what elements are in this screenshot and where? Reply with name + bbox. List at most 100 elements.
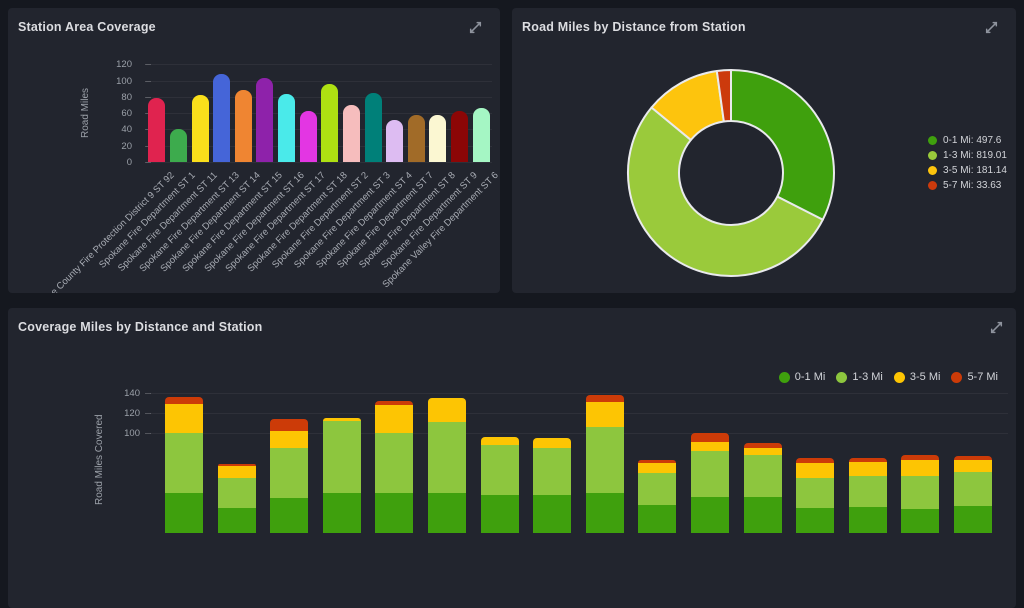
expand-icon[interactable]	[468, 20, 483, 35]
bar-segment[interactable]	[796, 508, 835, 533]
bar-segment[interactable]	[691, 497, 729, 533]
bar[interactable]	[429, 115, 447, 162]
bar[interactable]	[386, 120, 404, 162]
bar[interactable]	[213, 74, 231, 162]
bar-segment[interactable]	[848, 476, 887, 507]
bar-segment[interactable]	[480, 437, 519, 445]
bar-segment[interactable]	[743, 443, 782, 448]
bar-segment[interactable]	[217, 508, 256, 533]
bar-segment[interactable]	[270, 448, 309, 498]
bar-segment[interactable]	[217, 464, 256, 466]
bar-segment[interactable]	[638, 505, 677, 533]
bar-segment[interactable]	[796, 478, 835, 508]
bar-segment[interactable]	[901, 476, 940, 509]
bar-segment[interactable]	[585, 427, 624, 493]
bar-segment[interactable]	[691, 442, 729, 451]
legend-label: 1-3 Mi: 819.01	[943, 150, 1007, 161]
legend-item[interactable]: 3-5 Mi	[893, 371, 940, 383]
bar-segment[interactable]	[638, 460, 677, 463]
bar[interactable]	[148, 98, 166, 162]
bar[interactable]	[407, 115, 425, 162]
panel-title[interactable]: Road Miles by Distance from Station	[522, 20, 746, 34]
bar[interactable]	[321, 84, 339, 162]
bar[interactable]	[278, 94, 296, 162]
bar-segment[interactable]	[954, 506, 992, 533]
bar-segment[interactable]	[848, 458, 887, 462]
bar-segment[interactable]	[322, 421, 361, 493]
panel-title[interactable]: Station Area Coverage	[18, 20, 156, 34]
bar-segment[interactable]	[954, 472, 992, 506]
bar-segment[interactable]	[901, 509, 940, 533]
bar-segment[interactable]	[533, 438, 572, 448]
bar-segment[interactable]	[585, 493, 624, 533]
bar-segment[interactable]	[848, 507, 887, 533]
legend-item[interactable]: 5-7 Mi	[951, 371, 998, 383]
bar-segment[interactable]	[796, 463, 835, 478]
bar-segment[interactable]	[217, 466, 256, 478]
gridline	[146, 113, 492, 115]
legend-label: 5-7 Mi: 33.63	[943, 180, 1002, 191]
legend-item[interactable]: 3-5 Mi: 181.14	[928, 165, 1007, 176]
bar[interactable]	[191, 95, 209, 162]
bar-segment[interactable]	[691, 433, 729, 442]
donut-slice[interactable]: 1-3 Mi: 819.01	[627, 106, 824, 277]
bar-segment[interactable]	[322, 493, 361, 533]
bar-segment[interactable]	[428, 398, 466, 422]
bar-segment[interactable]	[743, 497, 782, 533]
bar[interactable]	[169, 129, 187, 162]
bar[interactable]	[234, 90, 252, 162]
bar-segment[interactable]	[480, 495, 519, 533]
panel-title[interactable]: Coverage Miles by Distance and Station	[18, 320, 263, 334]
bar-segment[interactable]	[954, 460, 992, 472]
bar-segment[interactable]	[165, 433, 203, 493]
bar-segment[interactable]	[375, 433, 414, 493]
bar[interactable]	[256, 78, 274, 162]
bar-segment[interactable]	[270, 419, 309, 431]
legend-color-dot	[951, 371, 963, 383]
bar[interactable]	[472, 108, 490, 162]
gridline	[146, 64, 492, 66]
donut-chart-road-miles: 0-1 Mi: 497.61-3 Mi: 819.013-5 Mi: 181.1…	[627, 69, 835, 277]
bar-segment[interactable]	[585, 402, 624, 427]
donut-slice[interactable]: 0-1 Mi: 497.6	[730, 69, 835, 221]
bar-segment[interactable]	[638, 473, 677, 505]
bar-segment[interactable]	[428, 422, 466, 493]
bar-segment[interactable]	[217, 478, 256, 508]
bar-segment[interactable]	[375, 405, 414, 433]
bar-segment[interactable]	[796, 458, 835, 463]
bar-segment[interactable]	[165, 493, 203, 533]
bar-segment[interactable]	[165, 397, 203, 404]
bar-segment[interactable]	[165, 404, 203, 433]
bar-segment[interactable]	[901, 455, 940, 460]
bar-segment[interactable]	[901, 460, 940, 476]
bar-segment[interactable]	[954, 456, 992, 460]
legend-item[interactable]: 0-1 Mi: 497.6	[928, 135, 1001, 146]
tick-mark	[145, 145, 151, 147]
legend-item[interactable]: 0-1 Mi	[778, 371, 825, 383]
donut-slice[interactable]: 5-7 Mi: 33.63	[715, 69, 732, 123]
legend-item[interactable]: 1-3 Mi	[836, 371, 883, 383]
bar[interactable]	[364, 93, 382, 162]
expand-icon[interactable]	[989, 320, 1004, 335]
bar-segment[interactable]	[585, 395, 624, 402]
bar-segment[interactable]	[533, 495, 572, 533]
bar-segment[interactable]	[322, 418, 361, 421]
bar[interactable]	[342, 105, 360, 162]
bar-segment[interactable]	[743, 455, 782, 497]
legend-label: 1-3 Mi	[852, 371, 883, 383]
bar-segment[interactable]	[848, 462, 887, 476]
bar-segment[interactable]	[270, 498, 309, 533]
legend-item[interactable]: 5-7 Mi: 33.63	[928, 180, 1001, 191]
bar-segment[interactable]	[691, 451, 729, 497]
bar[interactable]	[299, 111, 317, 162]
bar[interactable]	[451, 111, 469, 162]
bar-segment[interactable]	[375, 493, 414, 533]
legend-item[interactable]: 1-3 Mi: 819.01	[928, 150, 1007, 161]
bar-segment[interactable]	[428, 493, 466, 533]
bar-segment[interactable]	[743, 448, 782, 455]
bar-segment[interactable]	[533, 448, 572, 495]
bar-segment[interactable]	[638, 463, 677, 473]
expand-icon[interactable]	[984, 20, 999, 35]
bar-segment[interactable]	[375, 401, 414, 405]
bar-segment[interactable]	[270, 431, 309, 448]
